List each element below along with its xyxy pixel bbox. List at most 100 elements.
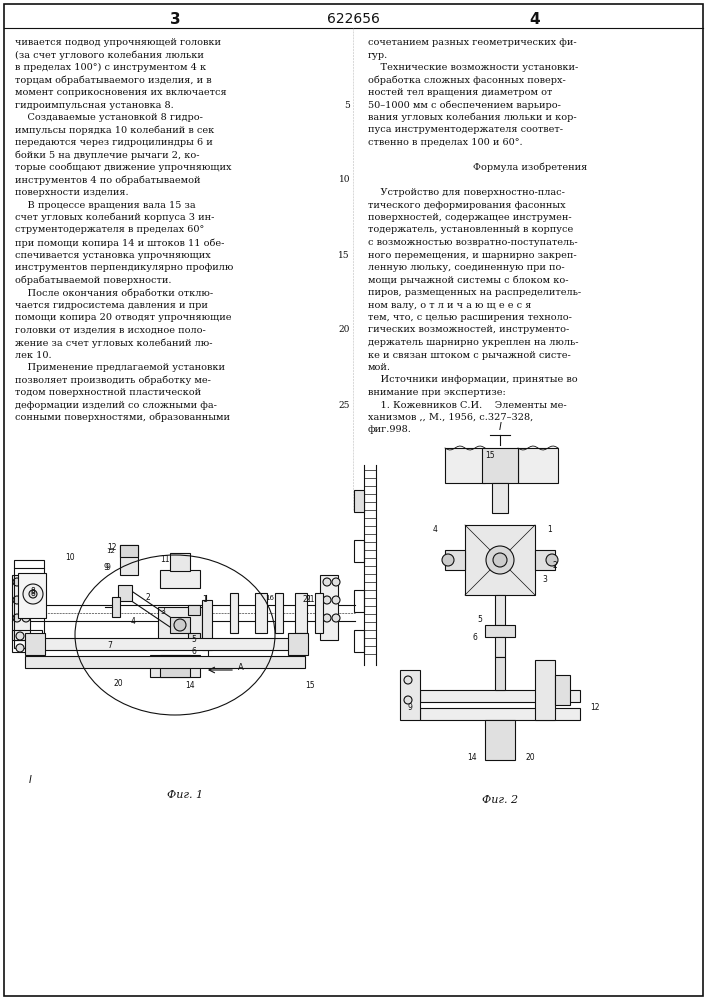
Bar [354,540,364,562]
Text: ного перемещения, и шарнирно закреп-: ного перемещения, и шарнирно закреп- [368,250,577,259]
Bar [202,600,212,650]
Bar [160,570,200,588]
Bar [14,640,44,648]
Text: Формула изобретения: Формула изобретения [473,163,587,172]
Bar [118,585,132,601]
Text: с возможностью возвратно-поступатель-: с возможностью возвратно-поступатель- [368,238,578,247]
Text: I: I [28,775,31,785]
Text: Устройство для поверхностно-плас-: Устройство для поверхностно-плас- [368,188,565,197]
Text: сонными поверхностями, образованными: сонными поверхностями, образованными [15,413,230,422]
Text: счет угловых колебаний корпуса 3 ин-: счет угловых колебаний корпуса 3 ин- [15,213,214,223]
Text: пуса инструментодержателя соответ-: пуса инструментодержателя соответ- [368,125,563,134]
Text: обрабатываемой поверхности.: обрабатываемой поверхности. [15,275,172,285]
Text: 15: 15 [339,250,350,259]
Text: инструментов перпендикулярно профилю: инструментов перпендикулярно профилю [15,263,233,272]
Text: при помощи копира 14 и штоков 11 обе-: при помощи копира 14 и штоков 11 обе- [15,238,224,247]
Circle shape [486,546,514,574]
Bar [320,575,338,640]
Text: 10: 10 [339,176,350,184]
Bar [160,655,190,677]
Bar [170,617,190,633]
Circle shape [22,614,30,622]
Circle shape [13,596,21,604]
Bar [12,630,42,652]
Text: 8: 8 [30,589,35,598]
Text: сочетанием разных геометрических фи-: сочетанием разных геометрических фи- [368,38,577,47]
Text: Технические возможности установки-: Технические возможности установки- [368,63,578,72]
Text: гур.: гур. [368,50,388,60]
Text: 21: 21 [303,595,312,604]
Text: 20: 20 [525,754,534,762]
Bar [354,630,364,652]
Text: деформации изделий со сложными фа-: деформации изделий со сложными фа- [15,400,217,410]
Text: 2: 2 [146,592,151,601]
Text: ке и связан штоком с рычажной систе-: ке и связан штоком с рычажной систе- [368,351,571,360]
Text: 6: 6 [192,648,197,656]
Text: чивается подвод упрочняющей головки: чивается подвод упрочняющей головки [15,38,221,47]
Text: 4: 4 [131,617,136,626]
Bar [445,448,485,483]
Text: торые сообщают движение упрочняющих: торые сообщают движение упрочняющих [15,163,231,172]
Text: позволяет производить обработку ме-: позволяет производить обработку ме- [15,375,211,385]
Bar [485,720,515,760]
Text: 1: 1 [548,526,552,534]
Text: 4: 4 [433,526,438,534]
Bar [25,656,305,668]
Text: ностей тел вращения диаметром от: ностей тел вращения диаметром от [368,88,552,97]
Text: 4: 4 [530,11,540,26]
Circle shape [323,614,331,622]
Text: в пределах 100°) с инструментом 4 к: в пределах 100°) с инструментом 4 к [15,63,206,72]
Text: 5: 5 [192,636,197,645]
Text: момент соприкосновения их включается: момент соприкосновения их включается [15,88,227,97]
Text: гидроимпульсная установка 8.: гидроимпульсная установка 8. [15,101,174,109]
Text: ственно в пределах 100 и 60°.: ственно в пределах 100 и 60°. [368,138,522,147]
Text: A: A [238,662,244,672]
Circle shape [174,619,186,631]
Bar [485,625,515,637]
Circle shape [16,644,24,652]
Bar [12,575,30,640]
Bar [255,593,267,633]
Bar [158,607,202,643]
Text: спечивается установка упрочняющих: спечивается установка упрочняющих [15,250,211,259]
Text: вания угловых колебания люльки и кор-: вания угловых колебания люльки и кор- [368,113,577,122]
Text: лек 10.: лек 10. [15,351,52,360]
Text: 25: 25 [339,400,350,410]
Bar [25,638,305,650]
Circle shape [16,632,24,640]
Text: В процессе вращения вала 15 за: В процессе вращения вала 15 за [15,200,196,210]
Text: 7: 7 [107,641,112,650]
Circle shape [404,696,412,704]
Text: фиг.998.: фиг.998. [368,426,412,434]
Circle shape [23,584,43,604]
Circle shape [332,596,340,604]
Text: 1. Кожевников С.И.    Элементы ме-: 1. Кожевников С.И. Элементы ме- [368,400,566,410]
Bar [354,490,364,512]
Text: 50–1000 мм с обеспечением варьиро-: 50–1000 мм с обеспечением варьиро- [368,101,561,110]
Text: 3: 3 [160,607,165,616]
Circle shape [323,578,331,586]
Text: держатель шарнирно укреплен на люль-: держатель шарнирно укреплен на люль- [368,338,578,347]
Text: Фиг. 2: Фиг. 2 [482,795,518,805]
Text: мой.: мой. [368,363,391,372]
Text: головки от изделия в исходное поло-: головки от изделия в исходное поло- [15,326,206,334]
Text: помощи копира 20 отводят упрочняющие: помощи копира 20 отводят упрочняющие [15,313,231,322]
Circle shape [332,614,340,622]
Bar [420,690,580,702]
Text: 11: 11 [160,556,170,564]
Bar [295,593,307,633]
Circle shape [22,578,30,586]
Text: I: I [498,422,501,432]
Text: тем, что, с целью расширения техноло-: тем, что, с целью расширения техноло- [368,313,572,322]
Bar [495,637,505,657]
Text: Фиг. 1: Фиг. 1 [167,790,203,800]
Text: 622656: 622656 [327,12,380,26]
Circle shape [404,676,412,684]
Bar [555,675,570,705]
Bar [354,590,364,612]
Text: Применение предлагаемой установки: Применение предлагаемой установки [15,363,225,372]
Text: 20: 20 [339,326,350,334]
Circle shape [493,553,507,567]
Text: 3: 3 [170,11,180,26]
Text: поверхностей, содержащее инструмен-: поверхностей, содержащее инструмен- [368,213,572,222]
